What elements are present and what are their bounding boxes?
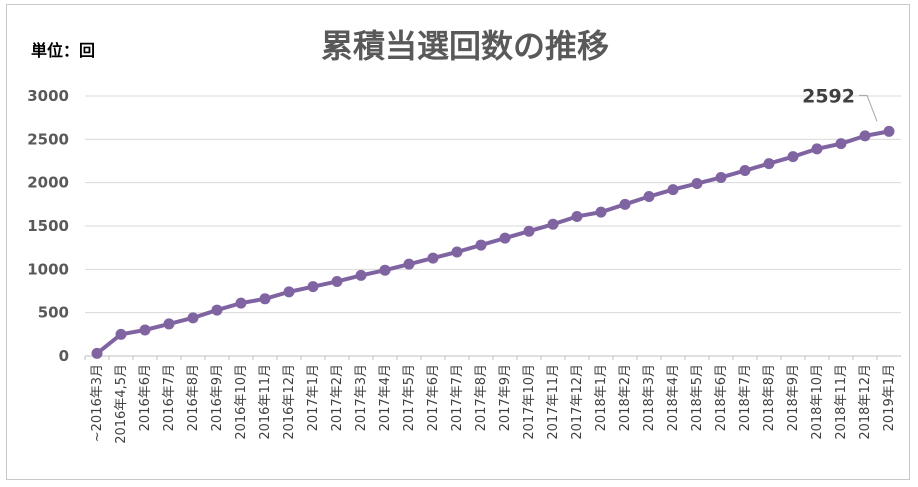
data-point [307,281,319,293]
y-tick-label: 1500 [27,217,69,235]
x-tick-label: 2016年11月 [258,364,273,440]
x-tick-label: 2017年4月 [378,364,393,431]
data-point [259,293,271,305]
x-tick-label: 2018年10月 [810,364,825,440]
data-point [739,165,751,177]
data-point [619,198,631,210]
x-tick-label: 2018年5月 [690,364,705,431]
x-tick-label: 2018年4月 [666,364,681,431]
x-tick-label: 2017年10月 [522,364,537,440]
x-tick-label: 2018年12月 [858,364,873,440]
y-axis-ticks: 0 500 1000 1500 2000 2500 3000 [27,87,69,365]
chart-title: 累積当選回数の推移 [321,27,609,65]
x-tick-label: 2016年7月 [162,364,177,431]
x-tick-label: ~2016年3月 [90,364,105,442]
data-point [499,232,511,244]
x-tick-label: 2017年7月 [450,364,465,431]
x-tick-label: 2017年8月 [474,364,489,431]
x-tick-label: 2016年4,5月 [114,364,129,444]
data-point [883,125,895,137]
x-tick-label: 2019年1月 [882,364,897,431]
x-tick-label: 2017年11月 [546,364,561,440]
data-point [835,138,847,150]
x-tick-label: 2018年1月 [594,364,609,431]
data-point [547,218,559,230]
data-point [523,225,535,237]
data-point [187,312,199,324]
x-tick-label: 2017年5月 [402,364,417,431]
x-tick-label: 2018年11月 [834,364,849,440]
data-point [667,184,679,196]
y-tick-label: 3000 [27,87,69,105]
data-point [403,258,415,270]
x-tick-label: 2017年3月 [354,364,369,431]
y-tick-label: 2000 [27,174,69,192]
chart-frame: 累積当選回数の推移 単位：回 0 500 1000 1500 2000 2500 3000 … [6,4,910,480]
data-point [595,206,607,218]
y-tick-label: 0 [59,347,69,365]
data-point [811,143,823,155]
x-tick-label: 2017年12月 [570,364,585,440]
x-tick-label: 2017年6月 [426,364,441,431]
x-axis-ticks: ~2016年3月 2016年4,5月 2016年6月 2016年7月 2016年8月 20… [84,356,897,444]
x-tick-label: 2018年3月 [642,364,657,431]
data-point [715,171,727,183]
series-line [95,129,891,356]
data-label-leader [859,94,878,122]
data-point [475,239,487,251]
data-point [379,264,391,276]
data-point [763,158,775,170]
y-tick-label: 1000 [27,260,69,278]
data-label: 2592 [802,85,855,107]
data-point [211,304,223,316]
x-tick-label: 2017年2月 [330,364,345,431]
x-tick-label: 2018年2月 [618,364,633,431]
data-labels: 2592 [802,85,878,122]
data-point [787,151,799,163]
x-tick-label: 2018年8月 [762,364,777,431]
data-point [691,178,703,190]
y-tick-label: 500 [38,304,69,322]
x-tick-label: 2016年9月 [210,364,225,431]
x-tick-label: 2017年9月 [498,364,513,431]
data-point [115,328,127,340]
series-line-group [91,125,895,359]
line-chart: 累積当選回数の推移 単位：回 050010001500200025003000 … [27,27,901,444]
data-point [163,318,175,330]
data-point [643,191,655,203]
data-point [571,210,583,222]
x-tick-label: 2017年1月 [306,364,321,431]
unit-label: 単位：回 [31,41,95,60]
data-point [859,130,871,142]
data-point [235,297,247,309]
data-point [139,324,151,336]
x-tick-label: 2018年6月 [714,364,729,431]
data-point [355,269,367,281]
data-point [91,347,103,359]
x-tick-label: 2016年6月 [138,364,153,431]
data-point [451,246,463,258]
data-point [283,286,295,298]
x-tick-label: 2018年9月 [786,364,801,431]
x-tick-label: 2016年8月 [186,364,201,431]
x-tick-label: 2016年12月 [282,364,297,440]
x-tick-label: 2018年7月 [738,364,753,431]
y-tick-label: 2500 [27,130,69,148]
data-point [331,275,343,287]
gridlines [85,95,901,357]
x-tick-label: 2016年10月 [234,364,249,440]
data-point [427,252,439,264]
